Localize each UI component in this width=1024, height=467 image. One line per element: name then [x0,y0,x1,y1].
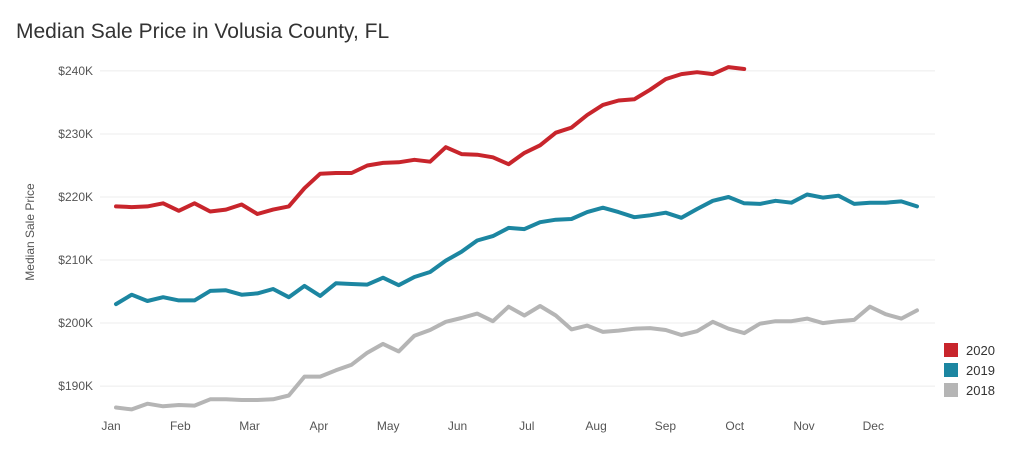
x-tick-label: Sep [655,419,677,433]
y-tick-label: $200K [58,316,93,330]
legend-item-2019[interactable]: 2019 [944,360,1019,380]
x-tick-label: Jul [519,419,534,433]
legend-swatch [944,343,958,357]
legend-label: 2019 [966,362,995,378]
x-tick-label: May [377,419,400,433]
series-line-2020 [114,65,747,216]
legend: 2020 2019 2018 [944,340,1019,400]
y-axis-ticks: $190K $200K $210K $220K $230K $240K [58,64,93,393]
y-tick-label: $210K [58,253,93,267]
x-tick-label: Aug [585,419,606,433]
series-line-2019 [114,192,919,307]
x-tick-label: Jan [101,419,120,433]
x-tick-label: Oct [725,419,744,433]
legend-item-2018[interactable]: 2018 [944,380,1019,400]
y-tick-label: $190K [58,379,93,393]
legend-label: 2018 [966,382,995,398]
x-tick-label: Mar [239,419,260,433]
gridlines [100,70,935,387]
legend-label: 2020 [966,342,995,358]
legend-item-2020[interactable]: 2020 [944,340,1019,360]
chart-title: Median Sale Price in Volusia County, FL [16,20,390,43]
x-tick-label: Dec [863,419,884,433]
x-tick-label: Apr [310,419,329,433]
y-tick-label: $240K [58,64,93,78]
series-line-2018 [114,304,919,412]
y-tick-label: $230K [58,127,93,141]
legend-swatch [944,363,958,377]
x-axis-ticks: Jan Feb Mar Apr May Jun Jul Aug Sep Oct Nov Dec [101,419,884,433]
legend-swatch [944,383,958,397]
x-tick-label: Feb [170,419,191,433]
series-lines [114,65,919,412]
x-tick-label: Nov [793,419,814,433]
y-tick-label: $220K [58,190,93,204]
x-tick-label: Jun [448,419,467,433]
y-axis-title: Median Sale Price [23,183,37,281]
